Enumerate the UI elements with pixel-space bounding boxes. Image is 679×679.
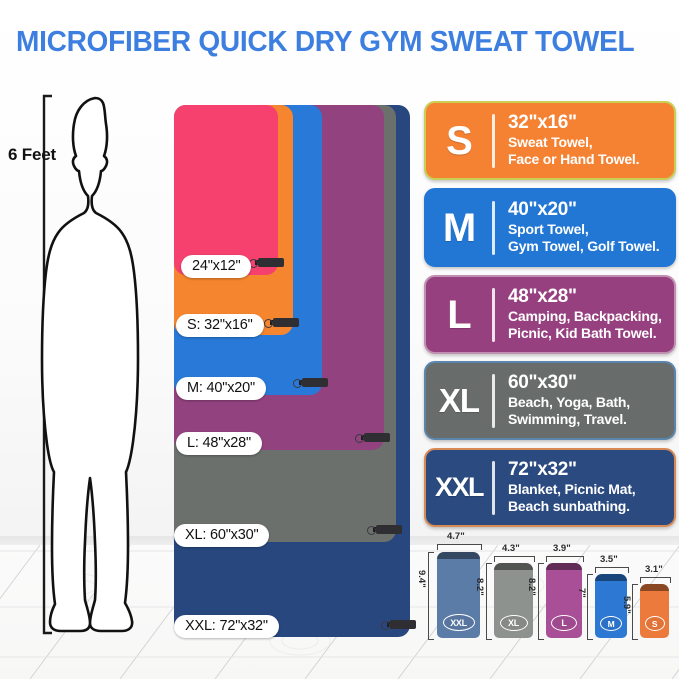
towel-label-m: M: 40"x20" <box>176 377 266 400</box>
size-card-dimensions: 60"x30" <box>508 372 577 394</box>
pouch-cap <box>595 574 627 581</box>
pouch-height-label-xl: 8.2" <box>474 578 485 596</box>
size-card-dimensions: 48"x28" <box>508 286 577 308</box>
page-title: MICROFIBER QUICK DRY GYM SWEAT TOWEL <box>16 26 635 58</box>
size-card-use-line2: Beach sunbathing. <box>508 498 630 515</box>
towel-tag-icon <box>381 620 416 630</box>
pouch-height-bracket <box>538 563 544 640</box>
towel-layer-xs[interactable] <box>174 105 284 275</box>
size-card-dimensions: 32"x16" <box>508 112 577 134</box>
pouch-m[interactable]: M <box>595 574 627 638</box>
size-card-use-line1: Beach, Yoga, Bath, <box>508 393 630 410</box>
size-card-letter: XL <box>438 382 480 419</box>
card-divider <box>492 113 495 168</box>
pouch-height-bracket <box>486 563 492 640</box>
size-card-letter: XXL <box>434 472 485 502</box>
person-silhouette-icon <box>40 94 140 635</box>
pouch-width-bracket <box>437 544 482 550</box>
pouch-cap <box>640 584 669 591</box>
pouch-height-label-xxl: 9.4" <box>416 570 427 588</box>
pouch-width-bracket <box>494 556 535 562</box>
size-card-dimensions: 72"x32" <box>508 459 577 481</box>
size-card-use-line1: Camping, Backpacking, <box>508 307 662 324</box>
towel-tag-icon <box>367 525 402 535</box>
size-card-letter: M <box>442 205 476 250</box>
towel-label-s: S: 32"x16" <box>176 314 264 337</box>
size-card-l[interactable]: L 48"x28" Camping, Backpacking, Picnic, … <box>424 275 676 354</box>
towel-label-xl: XL: 60"x30" <box>174 524 270 547</box>
towel-tag-icon <box>264 318 299 328</box>
card-divider <box>492 460 495 515</box>
pouch-width-bracket <box>595 567 629 573</box>
pouch-height-label-s: 5.9" <box>621 596 632 614</box>
size-card-use-line2: Picnic, Kid Bath Towel. <box>508 325 657 342</box>
pouch-l[interactable]: L <box>546 563 582 638</box>
towel-label-l: L: 48"x28" <box>176 432 262 455</box>
card-divider <box>492 373 495 428</box>
pouch-height-label-l: 8.2" <box>526 578 537 596</box>
size-card-xxl[interactable]: XXL 72"x32" Blanket, Picnic Mat, Beach s… <box>424 448 676 527</box>
card-divider <box>492 200 495 255</box>
pouch-height-label-m: 7" <box>576 588 587 598</box>
pouch-width-bracket <box>546 556 584 562</box>
pouch-s[interactable]: S <box>640 584 669 638</box>
size-card-letter: S <box>446 118 473 163</box>
towel-label-xxl: XXL: 72"x32" <box>174 615 279 638</box>
size-card-use-line1: Blanket, Picnic Mat, <box>508 480 636 497</box>
pouch-height-bracket <box>632 584 638 640</box>
card-divider <box>492 287 495 342</box>
size-card-letter: L <box>447 292 471 337</box>
size-card-s[interactable]: S 32"x16" Sweat Towel, Face or Hand Towe… <box>424 101 676 180</box>
size-card-use-line2: Swimming, Travel. <box>508 411 627 428</box>
size-card-use-line1: Sport Towel, <box>508 220 589 237</box>
towel-label-xs: 24"x12" <box>181 255 252 278</box>
pouch-badge-xxl: XXL <box>442 614 475 631</box>
size-card-use-line2: Gym Towel, Golf Towel. <box>508 238 660 255</box>
towel-tag-icon <box>355 433 390 443</box>
size-card-dimensions: 40"x20" <box>508 199 577 221</box>
pouch-width-label-m: 3.5" <box>600 554 618 565</box>
pouch-cap <box>546 563 582 570</box>
pouch-width-label-l: 3.9" <box>553 543 571 554</box>
pouch-width-label-s: 3.1" <box>645 564 663 575</box>
size-card-use-line1: Sweat Towel, <box>508 133 593 150</box>
pouch-badge-s: S <box>644 616 665 631</box>
pouch-badge-m: M <box>600 616 622 631</box>
size-card-xl[interactable]: XL 60"x30" Beach, Yoga, Bath, Swimming, … <box>424 361 676 440</box>
size-card-m[interactable]: M 40"x20" Sport Towel, Gym Towel, Golf T… <box>424 188 676 267</box>
pouch-width-bracket <box>640 577 671 583</box>
towel-tag-icon <box>249 258 284 268</box>
scale-label: 6 Feet <box>8 145 56 164</box>
pouch-xxl[interactable]: XXL <box>437 552 480 638</box>
pouch-height-bracket <box>428 552 434 640</box>
pouch-cap <box>494 563 533 570</box>
pouch-cap <box>437 552 480 559</box>
pouch-badge-xl: XL <box>499 615 528 631</box>
towel-tag-icon <box>293 378 328 388</box>
pouch-badge-l: L <box>551 615 577 631</box>
pouch-height-bracket <box>587 574 593 640</box>
pouch-width-label-xl: 4.3" <box>502 543 520 554</box>
size-card-use-line2: Face or Hand Towel. <box>508 151 640 168</box>
pouch-width-label-xxl: 4.7" <box>447 531 465 542</box>
pouch-xl[interactable]: XL <box>494 563 533 638</box>
